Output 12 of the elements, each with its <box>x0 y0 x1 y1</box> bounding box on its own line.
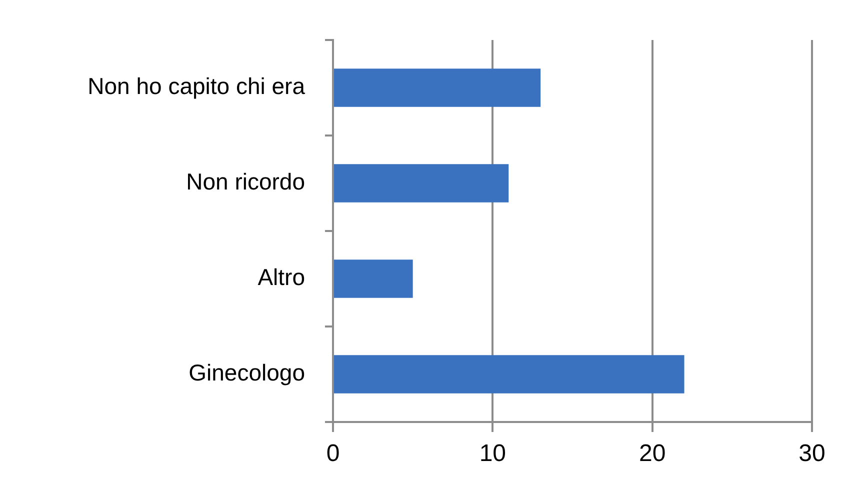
x-tick-label: 10 <box>479 440 506 468</box>
y-tick-label: Ginecologo <box>188 360 305 386</box>
y-tick-label: Non ricordo <box>186 168 305 195</box>
bar <box>334 68 541 107</box>
x-tick-label: 20 <box>638 440 666 468</box>
x-tick-label: 0 <box>326 440 340 468</box>
bar <box>334 260 413 298</box>
bar <box>334 164 509 202</box>
y-tick-label: Non ho capito chi era <box>88 73 306 100</box>
x-tick-label: 30 <box>798 440 826 468</box>
bar <box>334 355 684 394</box>
y-tick-label: Altro <box>258 264 305 290</box>
